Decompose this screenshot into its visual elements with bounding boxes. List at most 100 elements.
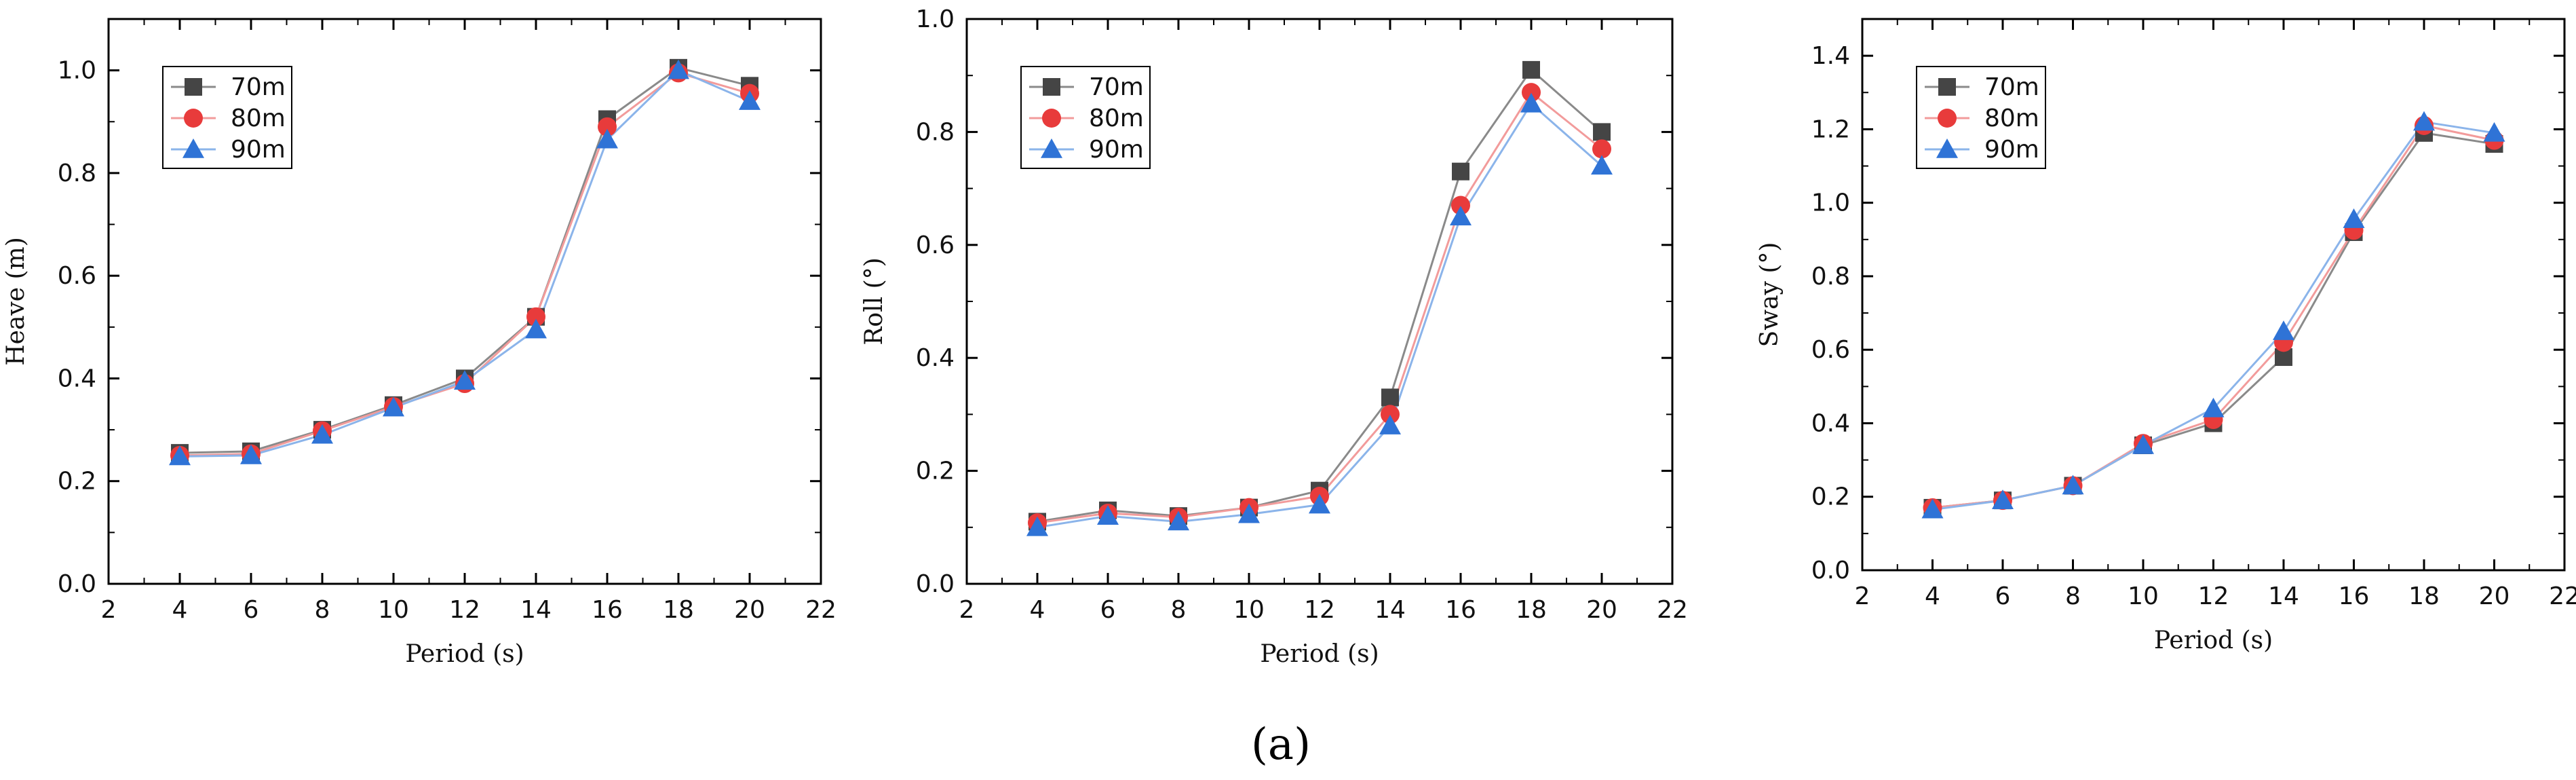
sway-point-90m [2343,208,2365,228]
sway-x-tick-label: 12 [2198,582,2229,610]
roll-point-70m [1593,123,1611,141]
heave-x-tick-label: 8 [315,596,330,624]
sway-y-tick-label: 0.0 [1811,557,1850,584]
roll-legend-marker-70m [1043,78,1060,96]
roll-x-tick-label: 4 [1030,596,1045,624]
roll-x-tick-label: 14 [1374,596,1406,624]
roll-point-80m [1381,405,1400,424]
roll-point-90m [1379,415,1401,434]
sway-y-tick-label: 0.4 [1811,409,1850,437]
heave-y-tick-label: 0.2 [58,468,96,496]
sway-chart: 2 4 6 8 10 12 14 16 18 20 22 0.0 0.2 0.4 0.6 0.8 1.0 1.2 1… [1756,18,2576,654]
sway-y-tick-label: 1.4 [1811,42,1850,70]
roll-x-axis-title: Period (s) [1260,640,1379,668]
heave-x-tick-label: 6 [244,596,259,624]
sway-legend-label-70m: 70m [1984,73,2039,101]
heave-x-tick-label: 12 [449,596,480,624]
roll-point-70m [1381,388,1399,407]
heave-point-90m [383,396,404,417]
roll-y-tick-label: 0.2 [916,458,955,485]
heave-legend-label-80m: 80m [231,105,286,132]
sway-point-90m [2413,111,2435,131]
roll-legend-marker-80m [1042,109,1061,128]
sway-y-tick-label: 1.2 [1811,115,1850,143]
sway-x-tick-label: 2 [1855,582,1870,610]
roll-point-90m [1097,505,1119,525]
roll-chart: 2 4 6 8 10 12 14 16 18 20 22 0.0 0.2 0.4 0.6 0.8 1.0 Peri… [860,5,1688,668]
sway-y-tick-label: 0.6 [1811,336,1850,364]
sway-x-tick-label: 22 [2549,582,2576,610]
sway-x-axis-title: Period (s) [2154,627,2273,654]
heave-point-90m [454,370,476,390]
sway-legend-label-80m: 80m [1984,105,2039,132]
sway-point-90m [2062,475,2084,495]
roll-y-axis-title: Roll (°) [860,257,888,345]
roll-legend-label-90m: 90m [1089,136,1144,164]
roll-x-tick-label: 6 [1100,596,1116,624]
sway-y-tick-label: 0.8 [1811,263,1850,291]
sway-series-line-70m [1932,132,2495,509]
sway-x-tick-label: 10 [2128,582,2159,610]
heave-y-axis-title: Heave (m) [2,237,30,365]
roll-legend-marker-90m [1041,138,1062,158]
heave-y-tick-label: 1.0 [58,57,96,85]
sway-series-line-80m [1932,124,2495,509]
sway-legend-marker-90m [1936,138,1958,158]
heave-x-tick-label: 20 [734,596,765,624]
heave-point-90m [169,445,191,466]
roll-legend-label-80m: 80m [1089,105,1144,132]
heave-point-80m [598,117,617,136]
roll-y-tick-label: 0.6 [916,231,955,259]
roll-point-80m [1451,196,1470,215]
sway-legend-label-90m: 90m [1984,136,2039,164]
sway-series-line-90m [1932,120,2495,511]
roll-point-90m [1520,92,1542,113]
sway-x-tick-label: 8 [2065,582,2081,610]
roll-point-90m [1238,503,1260,523]
roll-point-90m [1026,516,1048,536]
sway-x-tick-label: 18 [2408,582,2440,610]
sway-point-90m [1992,489,2014,509]
sway-point-90m [2483,122,2505,142]
sway-x-tick-label: 4 [1925,582,1940,610]
heave-x-tick-label: 16 [592,596,623,624]
roll-x-tick-label: 8 [1171,596,1187,624]
roll-point-90m [1309,494,1330,514]
roll-point-80m [1592,139,1611,159]
roll-legend-label-70m: 70m [1089,73,1144,101]
heave-y-tick-label: 0.0 [58,570,96,598]
roll-x-tick-label: 16 [1445,596,1476,624]
sway-point-90m [1921,498,1944,519]
roll-point-90m [1168,510,1189,531]
heave-y-tick-label: 0.6 [58,262,96,290]
sway-x-tick-label: 14 [2268,582,2299,610]
roll-y-tick-label: 0.0 [916,570,955,598]
roll-point-80m [1522,83,1541,103]
heave-legend-marker-80m [184,109,203,128]
sway-legend-marker-70m [1938,78,1956,96]
heave-legend-marker-70m [185,78,202,96]
heave-x-tick-label: 4 [172,596,188,624]
heave-legend-marker-90m [182,138,204,158]
heave-point-90m [525,318,547,339]
heave-legend-label-70m: 70m [231,73,286,101]
heave-point-90m [739,90,761,110]
roll-x-tick-label: 22 [1657,596,1688,624]
heave-x-tick-label: 14 [520,596,552,624]
heave-x-axis-title: Period (s) [405,640,524,668]
roll-x-tick-label: 2 [959,596,975,624]
roll-point-70m [1522,60,1540,79]
heave-chart: 2 4 6 8 10 12 14 16 18 20 22 0.0 0.2 0.4 0.6 0.8 1.0 Peri… [2,18,837,668]
roll-y-tick-label: 1.0 [916,5,955,33]
sway-y-tick-label: 1.0 [1811,189,1850,217]
roll-x-tick-label: 18 [1516,596,1547,624]
heave-x-tick-label: 22 [805,596,837,624]
heave-point-90m [311,424,333,444]
sway-point-90m [2202,397,2225,417]
sway-legend-marker-80m [1938,109,1957,128]
heave-point-90m [596,128,618,149]
sway-y-axis-title: Sway (°) [1756,242,1784,348]
figure-caption: (a) [1251,720,1311,770]
sway-point-90m [2273,320,2294,340]
